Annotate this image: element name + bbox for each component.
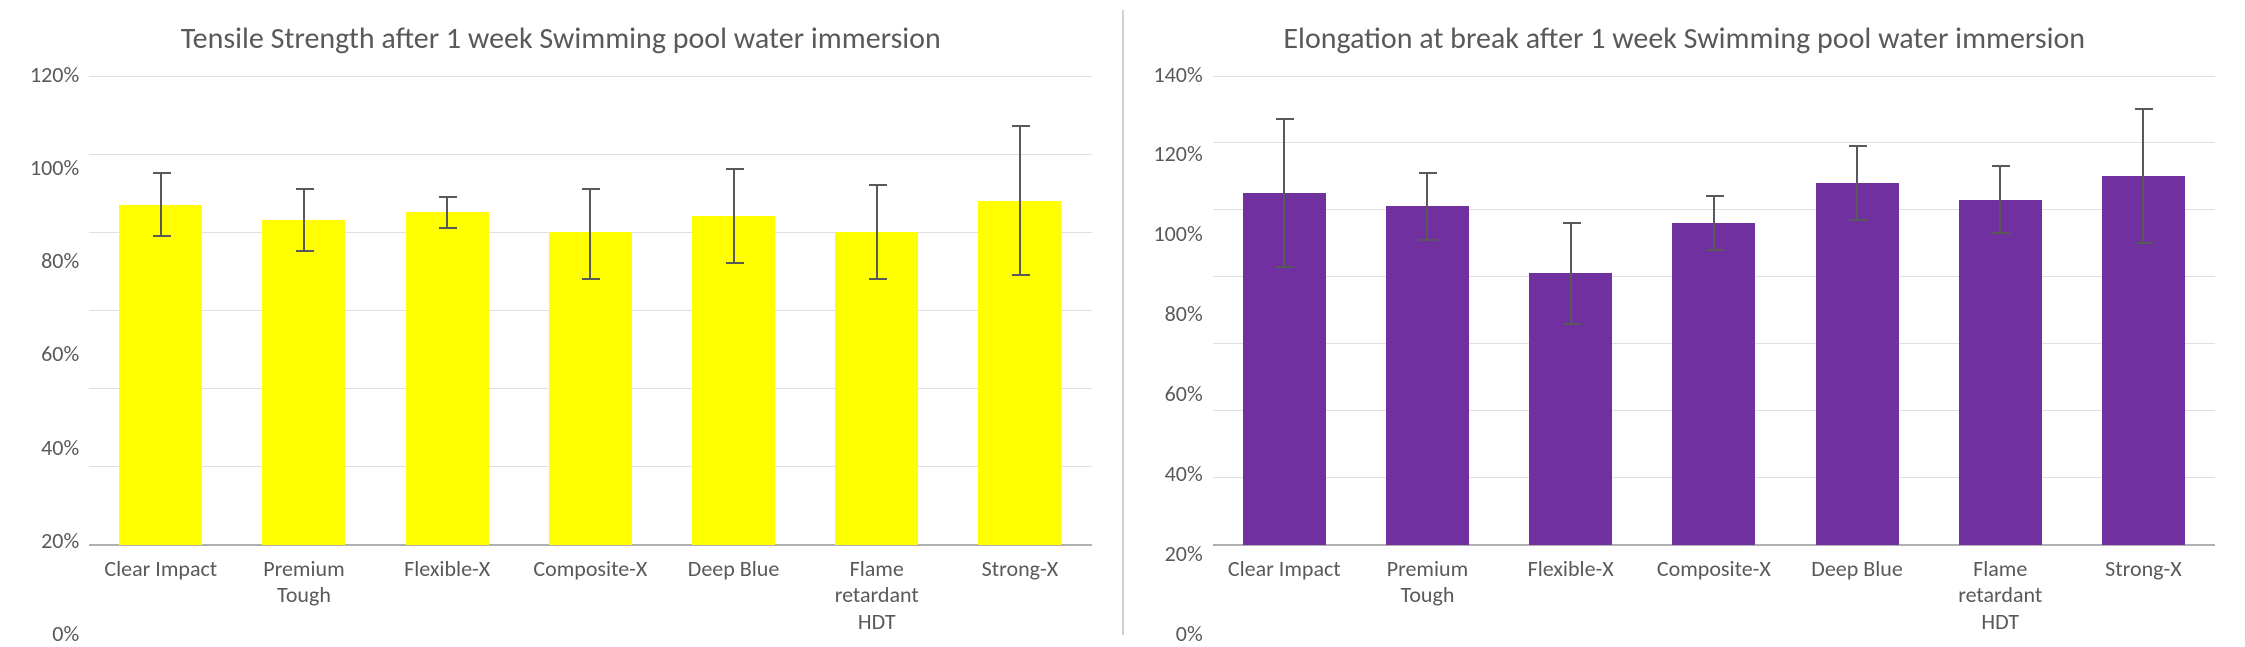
bar-slot [948,76,1091,545]
left-chart-title: Tensile Strength after 1 week Swimming p… [30,20,1092,58]
x-tick-label: Flexible-X [376,556,519,635]
bar-slot [376,76,519,545]
right-plot-area [1213,76,2215,546]
bar-slot [1213,76,1356,545]
error-bar [446,197,448,228]
x-tick-label: Strong-X [2072,556,2215,635]
bar-slot [1499,76,1642,545]
error-bar [1570,223,1572,324]
right-chart-body: 140%120%100%80%60%40%20%0% Clear ImpactP… [1154,76,2216,636]
bar [1386,206,1469,545]
error-bar [589,189,591,279]
error-bar [1426,173,1428,240]
left-x-axis: Clear ImpactPremium ToughFlexible-XCompo… [89,556,1091,635]
x-tick-label: Flexible-X [1499,556,1642,635]
error-bar [2142,109,2144,243]
bar-slot [232,76,375,545]
bar [1959,200,2042,545]
error-bar [303,189,305,252]
error-bar [1856,146,1858,220]
x-tick-label: Flame retardant HDT [1929,556,2072,635]
bar-slot [1642,76,1785,545]
bar-slot [662,76,805,545]
x-tick-label: Clear Impact [89,556,232,635]
bar-slot [1785,76,1928,545]
x-tick-label: Clear Impact [1213,556,1356,635]
x-tick-label: Composite-X [1642,556,1785,635]
x-tick-label: Strong-X [948,556,1091,635]
right-x-axis: Clear ImpactPremium ToughFlexible-XCompo… [1213,556,2215,635]
error-bar [733,169,735,263]
error-bar [1999,166,2001,233]
bar-slot [89,76,232,545]
bar [1816,183,1899,545]
figure-container: Tensile Strength after 1 week Swimming p… [0,0,2245,645]
x-tick-label: Premium Tough [232,556,375,635]
bar [406,212,489,544]
bar [262,220,345,545]
left-chart-panel: Tensile Strength after 1 week Swimming p… [0,0,1122,645]
left-plot-wrap: Clear ImpactPremium ToughFlexible-XCompo… [89,76,1091,636]
bar [119,205,202,545]
right-chart-title: Elongation at break after 1 week Swimmin… [1154,20,2216,58]
x-tick-label: Composite-X [519,556,662,635]
bar [1672,223,1755,545]
left-plot-area [89,76,1091,546]
error-bar [1283,119,1285,267]
right-chart-panel: Elongation at break after 1 week Swimmin… [1124,0,2245,645]
right-plot-wrap: Clear ImpactPremium ToughFlexible-XCompo… [1213,76,2215,636]
bar-slot [2072,76,2215,545]
x-tick-label: Deep Blue [1785,556,1928,635]
bar [692,216,775,545]
error-bar [1019,126,1021,275]
bar-slot [805,76,948,545]
error-bar [160,173,162,236]
bar-slot [519,76,662,545]
bar-slot [1356,76,1499,545]
x-tick-label: Flame retardant HDT [805,556,948,635]
bar-slot [1929,76,2072,545]
left-y-axis: 120%100%80%60%40%20%0% [30,76,89,636]
right-y-axis: 140%120%100%80%60%40%20%0% [1154,76,1213,636]
left-bars [89,76,1091,545]
left-chart-body: 120%100%80%60%40%20%0% Clear ImpactPremi… [30,76,1092,636]
right-bars [1213,76,2215,545]
x-tick-label: Deep Blue [662,556,805,635]
error-bar [876,185,878,279]
error-bar [1713,196,1715,250]
x-tick-label: Premium Tough [1356,556,1499,635]
